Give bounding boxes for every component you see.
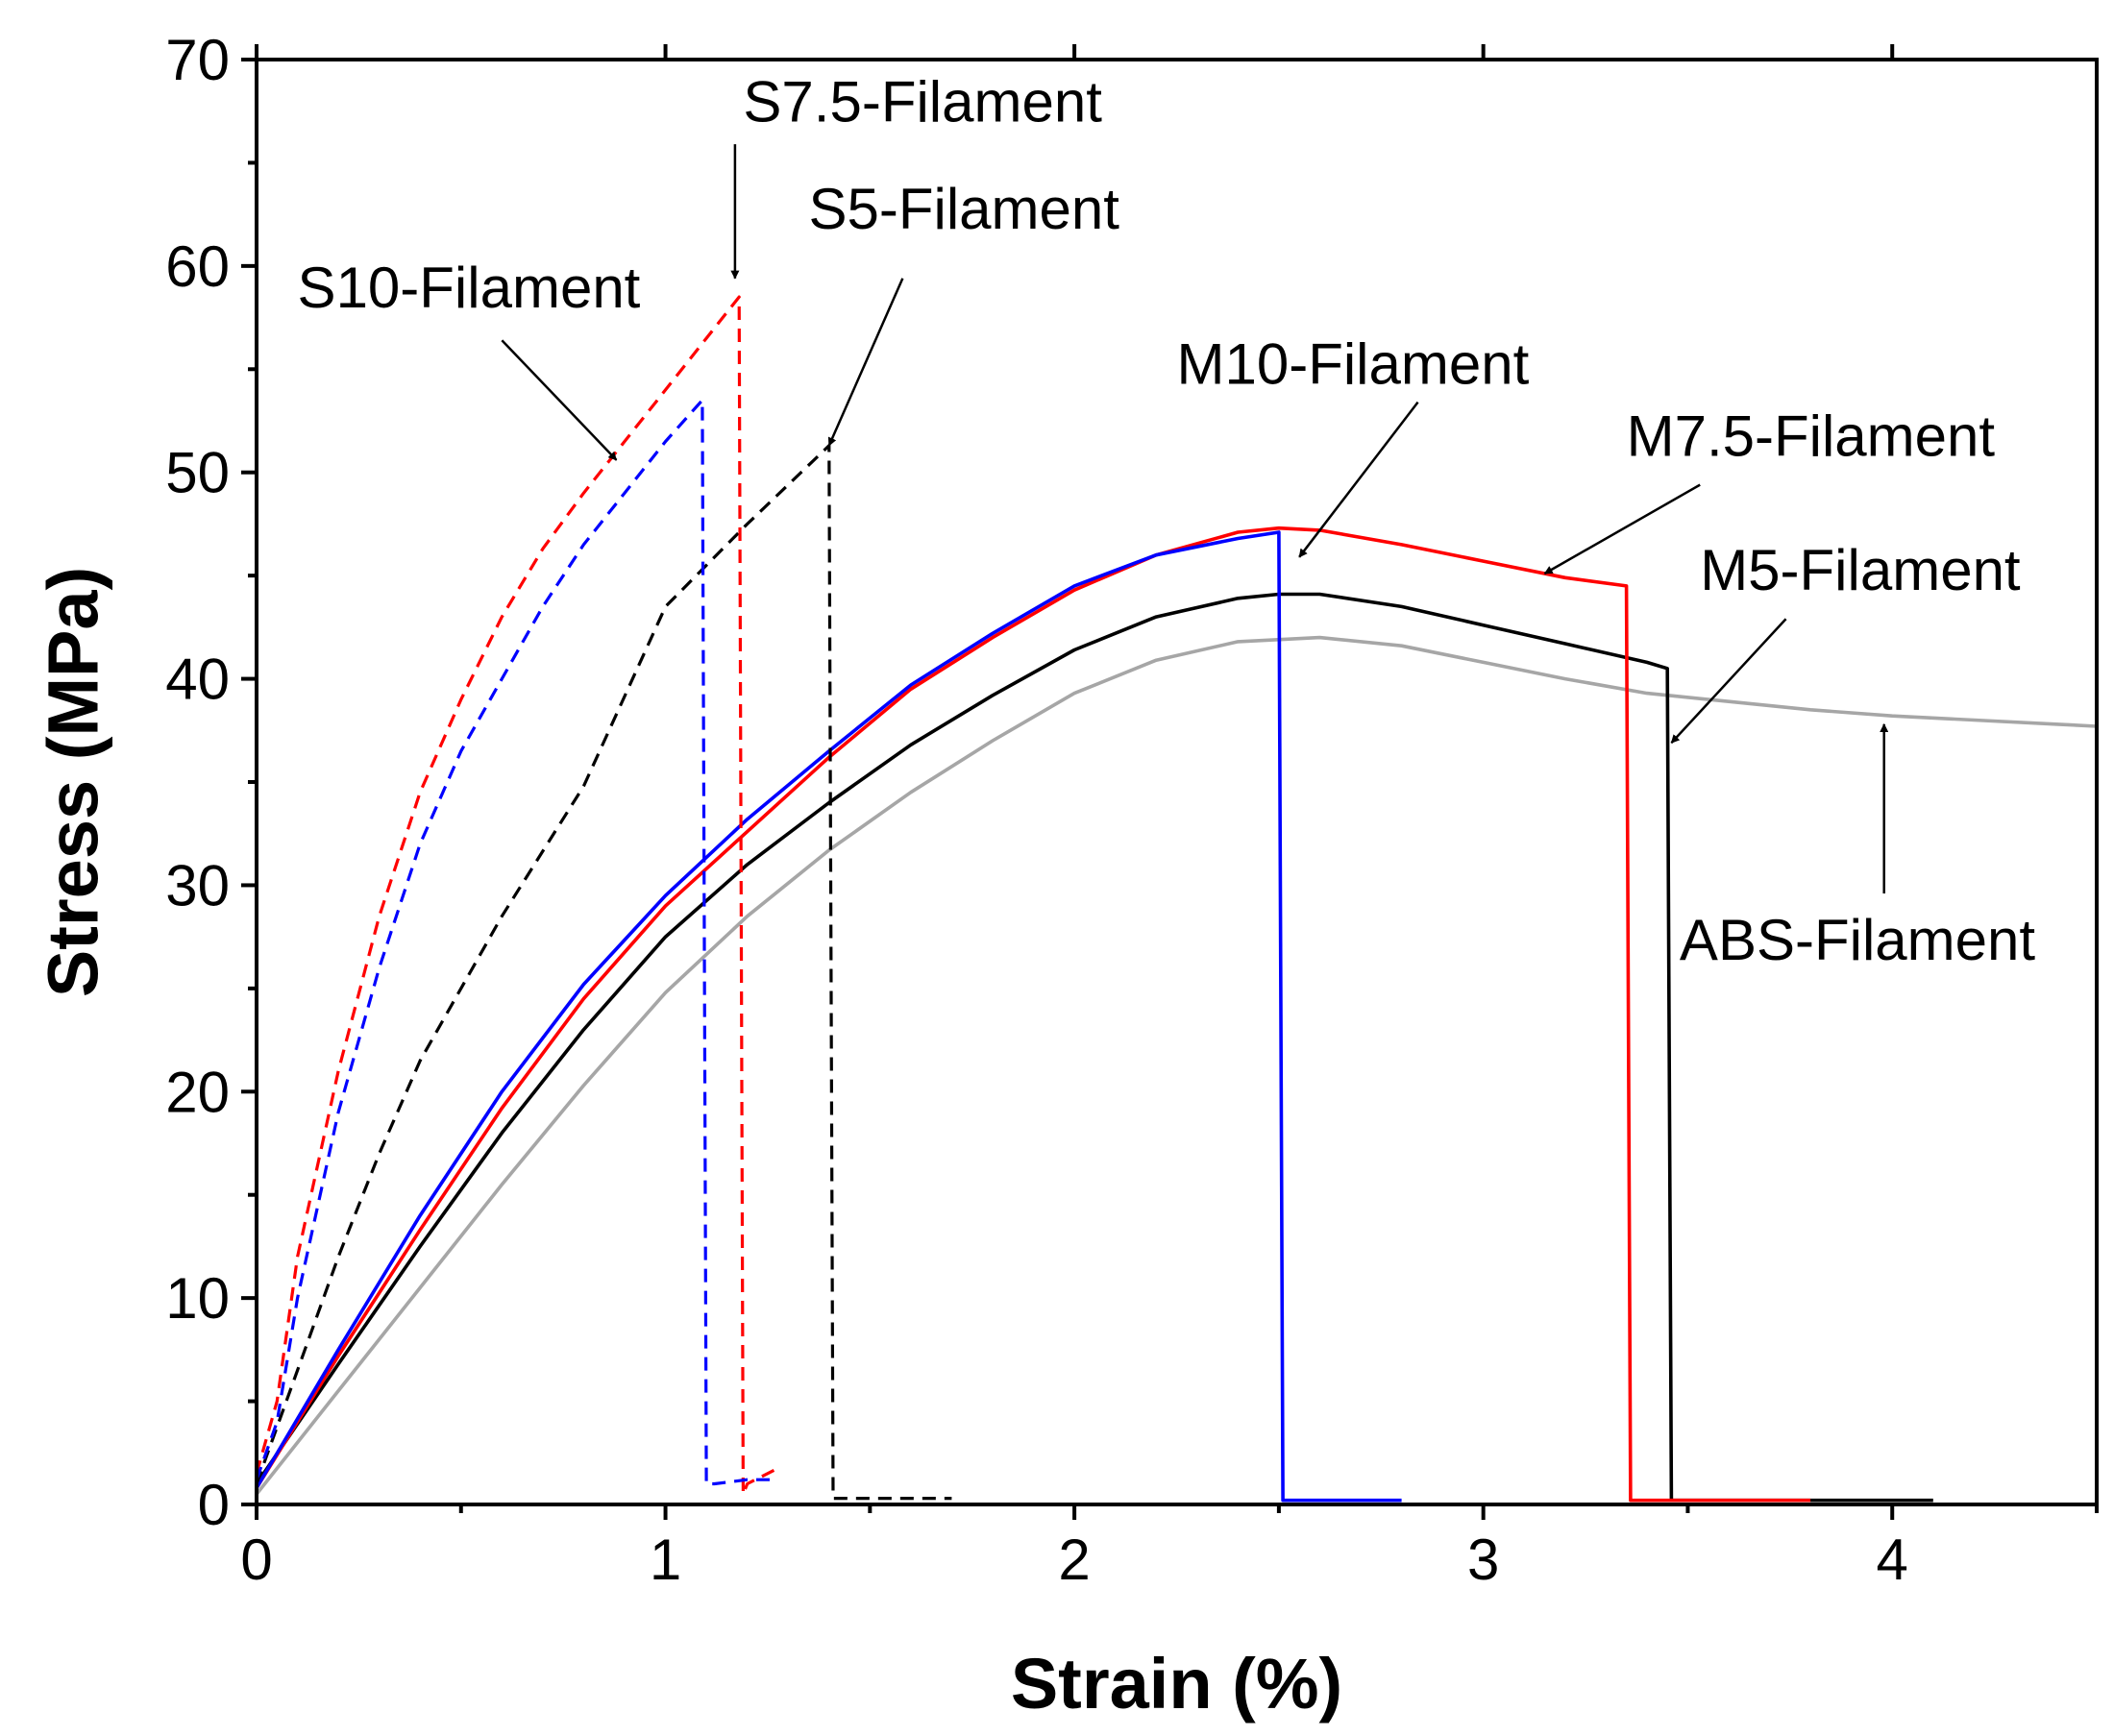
series-line-s7-5-filament — [255, 295, 781, 1496]
annotations: S7.5-Filament S10-Filament S5-Filament M10-… — [298, 69, 2036, 971]
annotation-arrow-m5-filament — [1670, 618, 1787, 745]
x-axis-title: Strain (%) — [1011, 1644, 1342, 1724]
y-tick-label: 10 — [165, 1266, 230, 1331]
series-line-m5-filament — [255, 592, 1933, 1503]
annotation-label-abs-filament: ABS-Filament — [1680, 908, 2035, 972]
x-tick-label: 2 — [1058, 1528, 1090, 1592]
y-tick-label: 70 — [165, 28, 230, 92]
annotation-arrow-s5-filament — [827, 278, 904, 447]
series-line-m10-filament — [255, 530, 1402, 1503]
y-tick-label: 60 — [165, 234, 230, 299]
annotation-label-s5-filament: S5-Filament — [809, 177, 1120, 241]
y-axis-title: Stress (MPa) — [34, 567, 113, 997]
y-tick-label: 30 — [165, 853, 230, 917]
series-line-s5-filament — [255, 444, 952, 1501]
annotation-label-m10-filament: M10-Filament — [1177, 331, 1530, 396]
annotation-label-s10-filament: S10-Filament — [298, 256, 641, 320]
x-tick-label: 3 — [1467, 1528, 1499, 1592]
annotation-label-m7-5-filament: M7.5-Filament — [1627, 404, 1996, 469]
x-tick-label: 0 — [240, 1528, 272, 1592]
x-tick-label: 4 — [1877, 1528, 1908, 1592]
y-tick-label: 0 — [198, 1473, 230, 1537]
annotation-label-s7-5-filament: S7.5-Filament — [743, 69, 1102, 134]
annotation-label-m5-filament: M5-Filament — [1700, 538, 2021, 602]
y-tick-label: 20 — [165, 1060, 230, 1124]
x-tick-label: 1 — [650, 1528, 681, 1592]
series-line-abs-filament — [255, 635, 2098, 1496]
annotation-arrow-s10-filament — [501, 339, 618, 461]
annotation-arrow-m7-5-filament — [1543, 483, 1701, 575]
y-tick-label: 40 — [165, 648, 230, 712]
y-tick-label: 50 — [165, 441, 230, 505]
series-layer — [255, 295, 2098, 1503]
series-line-s10-filament — [255, 398, 776, 1486]
annotation-arrow-m10-filament — [1298, 401, 1419, 558]
